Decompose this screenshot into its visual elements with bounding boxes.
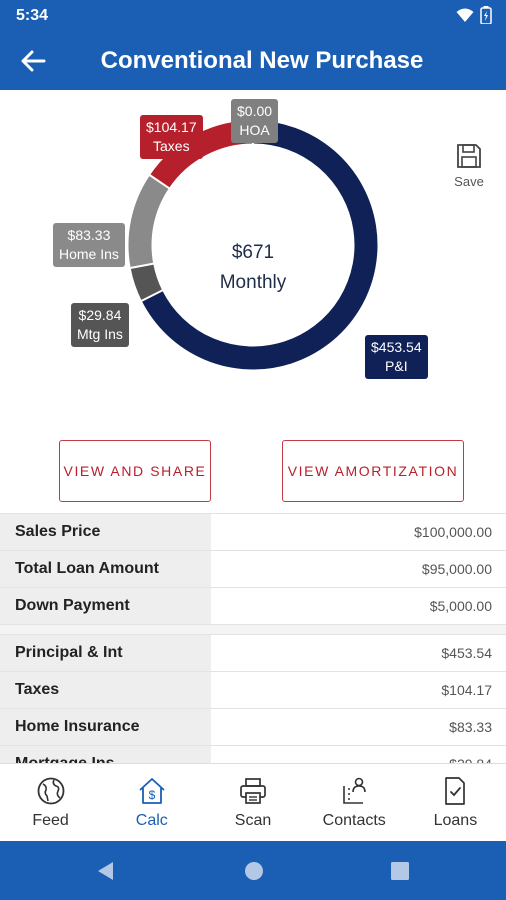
- table-row: Home Insurance $83.33: [0, 709, 506, 746]
- row-value: $453.54: [441, 645, 492, 661]
- wifi-icon: [456, 8, 474, 22]
- nav-home-icon[interactable]: [242, 859, 266, 883]
- callout-pi-value: $453.54: [371, 339, 422, 355]
- table-divider: [0, 625, 506, 635]
- payment-donut-chart: [128, 119, 378, 370]
- segment-separator: [129, 262, 155, 270]
- segment-separator: [148, 173, 171, 190]
- nav-item-calc[interactable]: $ Calc: [101, 764, 202, 841]
- save-button[interactable]: Save: [448, 142, 490, 189]
- callout-home-ins-value: $83.33: [67, 227, 111, 243]
- svg-text:$: $: [148, 788, 155, 802]
- table-row: Taxes $104.17: [0, 672, 506, 709]
- system-nav-bar: [0, 841, 506, 900]
- segment-separator: [140, 289, 164, 303]
- row-label: Principal & Int: [0, 635, 211, 671]
- nav-label: Feed: [32, 812, 69, 829]
- nav-label: Loans: [433, 812, 478, 829]
- nav-recents-icon[interactable]: [388, 859, 412, 883]
- callout-taxes-value: $104.17: [146, 119, 197, 135]
- row-value: $100,000.00: [414, 524, 492, 540]
- callout-hoa-label: HOA: [239, 122, 270, 138]
- save-label: Save: [454, 174, 484, 189]
- row-label: Down Payment: [0, 588, 211, 624]
- loan-summary-table: Sales Price $100,000.00 Total Loan Amoun…: [0, 513, 506, 783]
- callout-mtg-ins: $29.84 Mtg Ins: [71, 303, 129, 347]
- row-label: Total Loan Amount: [0, 551, 211, 587]
- row-value: $95,000.00: [421, 561, 492, 577]
- table-row: Total Loan Amount $95,000.00: [0, 551, 506, 588]
- callout-pi: $453.54 P&I: [365, 335, 428, 379]
- callout-home-ins-label: Home Ins: [59, 246, 119, 262]
- view-amortization-button[interactable]: VIEW AMORTIZATION: [282, 440, 464, 502]
- arrow-left-icon: [21, 50, 46, 72]
- row-value: $5,000.00: [429, 598, 492, 614]
- status-icons: [456, 6, 492, 24]
- row-value: $83.33: [449, 719, 492, 735]
- callout-hoa: $0.00 HOA: [231, 99, 279, 143]
- row-label: Home Insurance: [0, 709, 211, 745]
- back-button[interactable]: [18, 46, 50, 76]
- nav-label: Contacts: [322, 812, 386, 829]
- nav-item-contacts[interactable]: Contacts: [304, 764, 405, 841]
- nav-item-scan[interactable]: Scan: [202, 764, 303, 841]
- table-row: Sales Price $100,000.00: [0, 514, 506, 551]
- table-row: Principal & Int $453.54: [0, 635, 506, 672]
- view-and-share-button[interactable]: VIEW AND SHARE: [59, 440, 211, 502]
- table-row: Down Payment $5,000.00: [0, 588, 506, 625]
- page-title: Conventional New Purchase: [100, 47, 424, 74]
- segment-home-ins: [128, 175, 170, 268]
- contacts-icon: [343, 777, 367, 804]
- callout-pi-label: P&I: [385, 358, 408, 374]
- row-value: $104.17: [441, 682, 492, 698]
- payment-chart-area: $671 Monthly $104.17 Taxes $0.00 HOA $83…: [0, 90, 506, 420]
- callout-mtg-ins-label: Mtg Ins: [77, 326, 123, 342]
- nav-item-loans[interactable]: Loans: [405, 764, 506, 841]
- document-check-icon: [445, 777, 466, 805]
- chart-center-label: Monthly: [219, 272, 287, 293]
- app-bar: Conventional New Purchase: [0, 32, 506, 90]
- chart-center-amount: $671: [231, 242, 275, 263]
- callout-hoa-value: $0.00: [237, 103, 273, 119]
- callout-mtg-ins-value: $29.84: [78, 307, 122, 323]
- battery-icon: [480, 6, 492, 24]
- nav-label: Calc: [135, 812, 168, 829]
- globe-icon: [37, 777, 64, 805]
- house-dollar-icon: $: [139, 778, 165, 804]
- floppy-disk-icon: [457, 144, 481, 168]
- callout-home-ins: $83.33 Home Ins: [53, 223, 125, 267]
- nav-item-feed[interactable]: Feed: [0, 764, 101, 841]
- nav-label: Scan: [234, 812, 272, 829]
- segment-mtg-ins: [130, 263, 163, 301]
- callout-taxes-label: Taxes: [153, 138, 190, 154]
- row-label: Taxes: [0, 672, 211, 708]
- printer-icon: [240, 778, 266, 804]
- segment-pi: [141, 120, 378, 370]
- row-label: Sales Price: [0, 514, 211, 550]
- callout-taxes: $104.17 Taxes: [140, 115, 203, 159]
- nav-back-icon[interactable]: [94, 859, 118, 883]
- status-bar: 5:34: [0, 0, 506, 32]
- bottom-nav: Feed $ Calc Scan Contacts Loans: [0, 763, 506, 841]
- status-time: 5:34: [16, 7, 49, 24]
